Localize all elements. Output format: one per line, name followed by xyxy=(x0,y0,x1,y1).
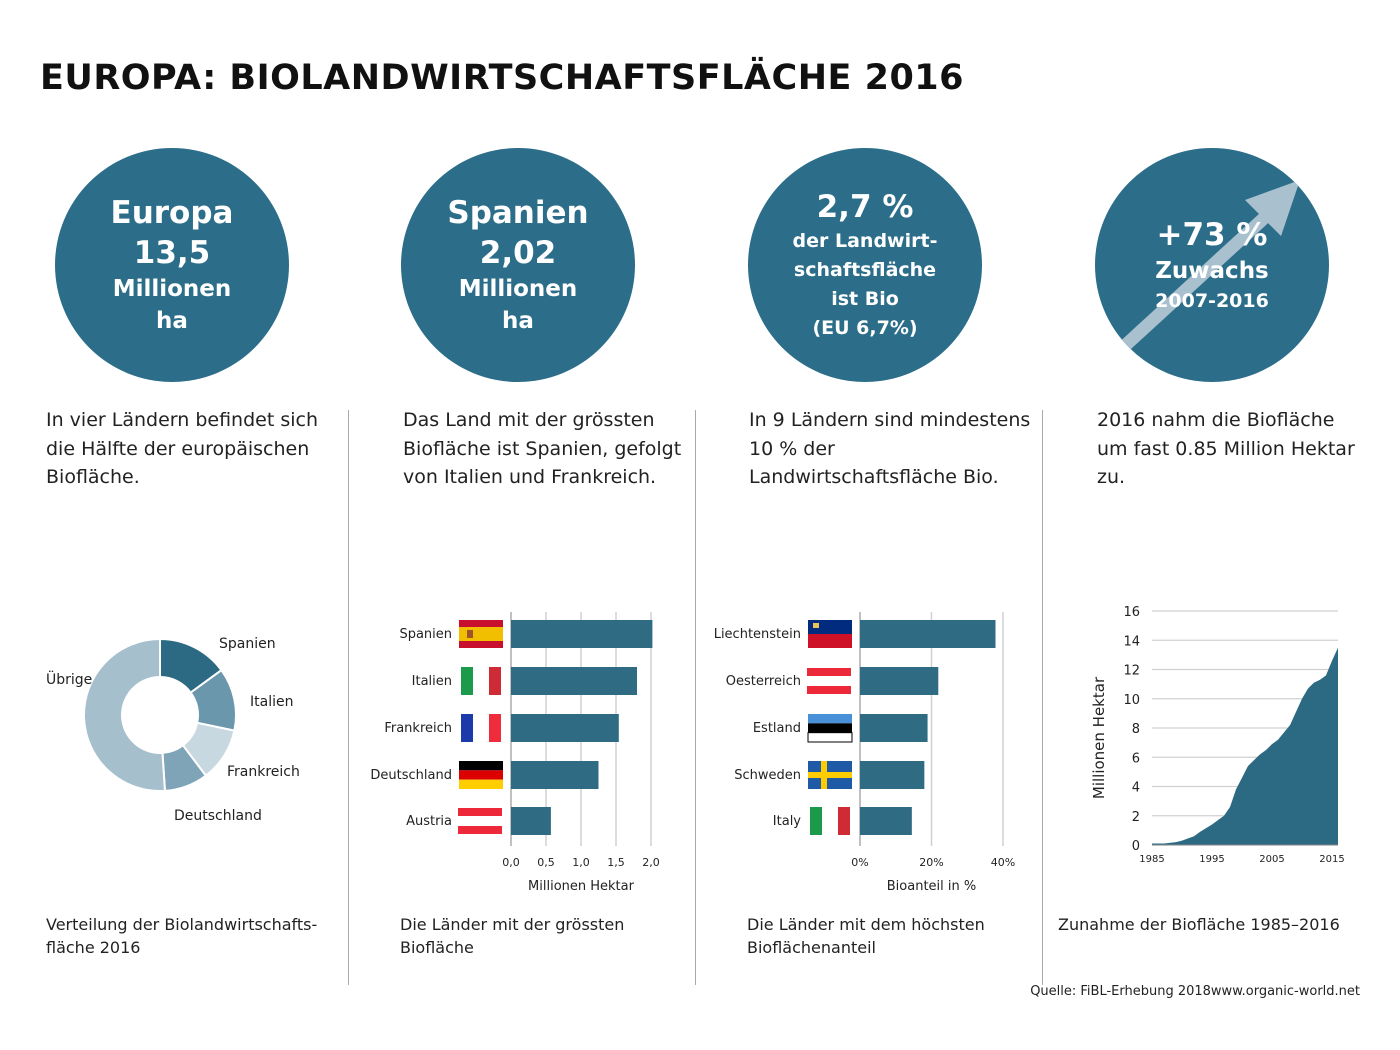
liechtenstein-flag-icon xyxy=(808,620,852,648)
circle-line: ist Bio xyxy=(831,288,899,310)
donut-label: Italien xyxy=(250,694,293,710)
estonia-flag-icon xyxy=(807,714,853,743)
circle-line: Millionen xyxy=(112,276,232,302)
sweden-flag-icon xyxy=(808,761,852,789)
x-tick-label: 0% xyxy=(851,856,868,869)
category-label: Frankreich xyxy=(384,721,452,736)
circle-line: Zuwachs xyxy=(1155,257,1269,284)
y-tick-label: 12 xyxy=(1123,664,1140,679)
y-tick-label: 6 xyxy=(1132,751,1140,766)
donut-slice-übrige xyxy=(83,637,167,792)
stat-circle: +73 % Zuwachs 2007-2016 xyxy=(1095,148,1329,382)
y-tick-label: 10 xyxy=(1123,693,1140,708)
donut-label: Deutschland xyxy=(174,808,262,824)
x-tick-label: 2005 xyxy=(1259,854,1284,865)
italy-flag-icon xyxy=(461,667,501,695)
donut-label: Frankreich xyxy=(227,764,300,780)
x-tick-label: 1995 xyxy=(1199,854,1224,865)
circle-line: ha xyxy=(156,308,188,334)
germany-flag-icon xyxy=(459,761,503,789)
x-tick-label: 0,0 xyxy=(502,856,520,869)
italy-flag-icon xyxy=(810,807,850,835)
caption-donut: Verteilung der Biolandwirtschafts-fläche… xyxy=(46,915,318,957)
page-title: EUROPA: BIOLANDWIRTSCHAFTSFLÄCHE 2016 xyxy=(40,58,965,98)
france-flag-icon xyxy=(461,714,501,742)
stat-circle: Spanien 2,02 Millionen ha xyxy=(401,148,635,382)
circle-line: schaftsfläche xyxy=(793,259,937,281)
bar-estland xyxy=(860,714,928,742)
circle-line: 2007-2016 xyxy=(1155,289,1269,312)
circle-line: Millionen xyxy=(458,276,578,302)
category-label: Spanien xyxy=(399,627,452,642)
category-label: Deutschland xyxy=(370,768,452,783)
category-label: Liechtenstein xyxy=(714,627,801,642)
x-axis-title: Millionen Hektar xyxy=(528,879,635,894)
donut-label: Übrige xyxy=(46,670,92,688)
bar-italien xyxy=(511,667,637,695)
donut-label: Spanien xyxy=(219,636,276,652)
y-tick-label: 8 xyxy=(1132,722,1140,737)
x-tick-label: 1,5 xyxy=(607,856,625,869)
source-note: Quelle: FiBL-Erhebung 2018www.organic-wo… xyxy=(1030,984,1360,999)
y-tick-label: 14 xyxy=(1123,634,1140,649)
x-tick-label: 20% xyxy=(919,856,943,869)
spain-flag-icon xyxy=(459,620,503,648)
category-label: Estland xyxy=(753,721,801,736)
column-divider xyxy=(1042,410,1043,985)
circle-line: (EU 6,7%) xyxy=(812,317,918,339)
category-label: Oesterreich xyxy=(726,674,801,689)
caption-bar-share: Die Länder mit dem höchsten Biofläche­na… xyxy=(747,915,985,957)
category-label: Italien xyxy=(412,674,452,689)
y-axis-title: Millionen Hektar xyxy=(1090,676,1108,799)
bar-austria xyxy=(511,807,551,835)
circle-line: Europa xyxy=(110,195,234,231)
y-tick-label: 0 xyxy=(1132,839,1140,854)
circle-line: 2,7 % xyxy=(816,189,914,225)
paragraph-europe: In vier Ländern befindet sich die Hälfte… xyxy=(46,409,318,488)
x-tick-label: 1,0 xyxy=(572,856,590,869)
caption-area: Zunahme der Biofläche 1985–2016 xyxy=(1058,915,1340,934)
category-label: Austria xyxy=(406,814,452,829)
paragraph-spain: Das Land mit der grössten Biofläche ist … xyxy=(403,409,682,488)
x-tick-label: 2,0 xyxy=(642,856,660,869)
x-axis-title: Bioanteil in % xyxy=(887,879,976,894)
circle-line: Spanien xyxy=(447,195,589,231)
austria-flag-icon xyxy=(458,808,502,834)
circle-line: ha xyxy=(502,308,534,334)
stat-circle: Europa 13,5 Millionen ha xyxy=(55,148,289,382)
column-divider xyxy=(348,410,349,985)
bar-italy xyxy=(860,807,912,835)
paragraph-growth: 2016 nahm die Biofläche um fast 0.85 Mil… xyxy=(1097,409,1355,488)
y-tick-label: 16 xyxy=(1123,605,1140,620)
bar-spanien xyxy=(511,620,653,648)
y-tick-label: 2 xyxy=(1132,810,1140,825)
x-tick-label: 1985 xyxy=(1139,854,1164,865)
circle-line: 13,5 xyxy=(133,235,211,271)
category-label: Schweden xyxy=(734,768,801,783)
bar-liechtenstein xyxy=(860,620,996,648)
category-label: Italy xyxy=(773,814,802,829)
circle-line: +73 % xyxy=(1156,216,1268,253)
circle-line: 2,02 xyxy=(479,235,557,271)
arrow-up-right-icon xyxy=(1112,180,1300,358)
x-tick-label: 0,5 xyxy=(537,856,555,869)
stat-circle: 2,7 % der Landwirt-schaftsfläche ist Bio (E… xyxy=(748,148,982,382)
paragraph-share: In 9 Ländern sind mindestens 10 % der La… xyxy=(749,409,1031,488)
bar-schweden xyxy=(860,761,925,789)
x-tick-label: 2015 xyxy=(1319,854,1344,865)
caption-bar-area: Die Länder mit der grössten Biofläche xyxy=(400,915,625,957)
y-tick-label: 4 xyxy=(1132,781,1140,796)
bar-frankreich xyxy=(511,714,619,742)
bar-deutschland xyxy=(511,761,599,789)
column-divider xyxy=(695,410,696,985)
austria-flag-icon xyxy=(807,668,851,694)
circle-line: der Landwirt- xyxy=(792,230,938,252)
area-series xyxy=(1152,647,1338,845)
x-tick-label: 40% xyxy=(991,856,1015,869)
bar-oesterreich xyxy=(860,667,939,695)
